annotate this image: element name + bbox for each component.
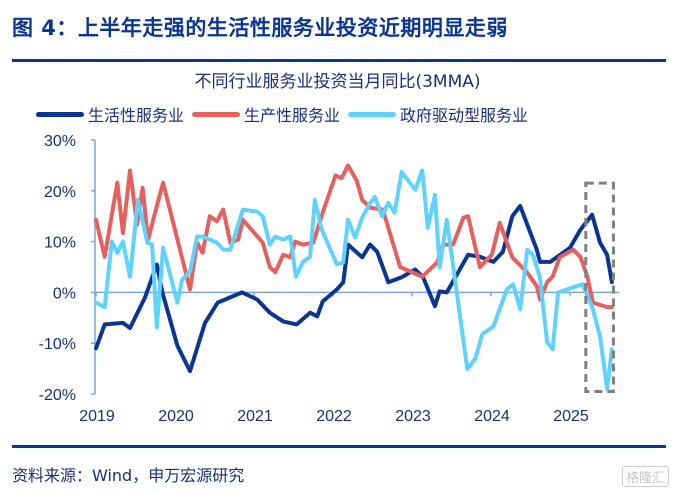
footer-rule <box>12 445 666 448</box>
series-line-1 <box>94 204 614 374</box>
legend-item: 生产性服务业 <box>192 102 340 126</box>
x-tick-label: 2022 <box>316 408 352 425</box>
legend-label: 生活性服务业 <box>88 106 185 125</box>
x-tick-label: 2019 <box>79 408 115 425</box>
series-line-2 <box>94 163 614 310</box>
y-tick-label: 10% <box>44 235 76 252</box>
legend-label: 生产性服务业 <box>244 106 341 125</box>
x-tick-label: 2024 <box>474 408 510 425</box>
legend-swatch <box>36 111 84 117</box>
y-tick-label: 20% <box>44 184 76 201</box>
legend-swatch <box>348 111 397 117</box>
legend-swatch <box>192 111 241 117</box>
x-tick-label: 2025 <box>553 408 589 425</box>
chart-title: 不同行业服务业投资当月同比(3MMA) <box>194 72 481 92</box>
x-tick-label: 2020 <box>158 408 194 425</box>
x-tick-label: 2021 <box>237 408 273 425</box>
series-line-3 <box>94 168 614 391</box>
source-note: 资料来源：Wind，申万宏源研究 <box>12 466 245 485</box>
y-tick-label: 30% <box>44 133 76 150</box>
legend-item: 生活性服务业 <box>36 102 184 126</box>
watermark-logo: 格隆汇 <box>621 466 669 487</box>
legend-label: 政府驱动型服务业 <box>400 106 529 125</box>
y-tick-label: -10% <box>39 336 76 353</box>
x-tick-label: 2023 <box>395 408 431 425</box>
y-tick-label: -20% <box>39 387 76 404</box>
legend: 生活性服务业 生产性服务业 政府驱动型服务业 <box>36 102 528 126</box>
y-tick-label: 0% <box>53 285 76 302</box>
figure-title: 图 4：上半年走强的生活性服务业投资近期明显走弱 <box>12 16 508 40</box>
title-rule <box>12 59 666 62</box>
highlight-box <box>584 181 615 393</box>
legend-item: 政府驱动型服务业 <box>348 102 528 126</box>
